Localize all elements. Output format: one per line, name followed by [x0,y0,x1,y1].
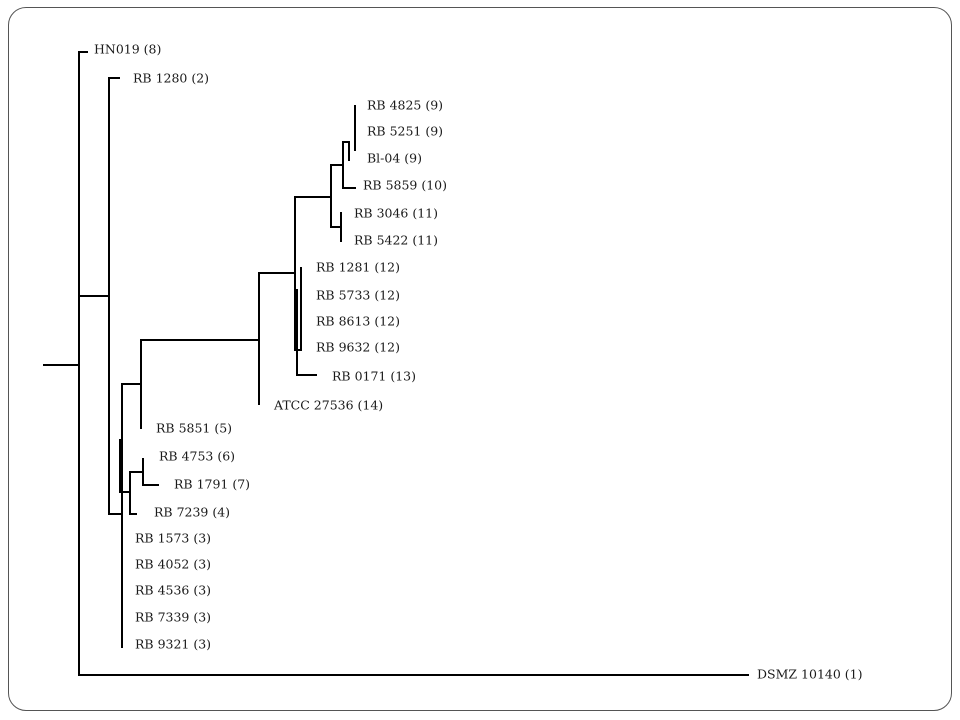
label-rb4825: RB 4825 (9) [367,98,443,113]
label-rb5422: RB 5422 (11) [354,233,438,248]
label-rb4536: RB 4536 (3) [135,583,211,598]
label-rb5733: RB 5733 (12) [316,288,400,303]
label-rb9321: RB 9321 (3) [135,637,211,652]
label-rb4052: RB 4052 (3) [135,557,211,572]
label-hn019: HN019 (8) [94,42,161,57]
tree-branches [43,51,749,676]
label-rb5851: RB 5851 (5) [156,421,232,436]
label-bl04: Bl-04 (9) [367,151,422,166]
label-dsmz10140: DSMZ 10140 (1) [757,667,863,682]
label-rb7339: RB 7339 (3) [135,610,211,625]
label-rb8613: RB 8613 (12) [316,314,400,329]
label-rb3046: RB 3046 (11) [354,206,438,221]
label-rb1281: RB 1281 (12) [316,260,400,275]
label-rb1280: RB 1280 (2) [133,71,209,86]
label-rb5251: RB 5251 (9) [367,124,443,139]
label-rb7239: RB 7239 (4) [154,505,230,520]
label-rb1573: RB 1573 (3) [135,531,211,546]
label-rb5859: RB 5859 (10) [363,178,447,193]
label-atcc27536: ATCC 27536 (14) [273,398,383,413]
label-rb1791: RB 1791 (7) [174,477,250,492]
label-rb9632: RB 9632 (12) [316,340,400,355]
tree-labels: HN019 (8) RB 1280 (2) RB 4825 (9) RB 525… [94,42,863,682]
slide-frame [8,7,952,711]
label-rb0171: RB 0171 (13) [332,369,416,384]
label-rb4753: RB 4753 (6) [159,449,235,464]
